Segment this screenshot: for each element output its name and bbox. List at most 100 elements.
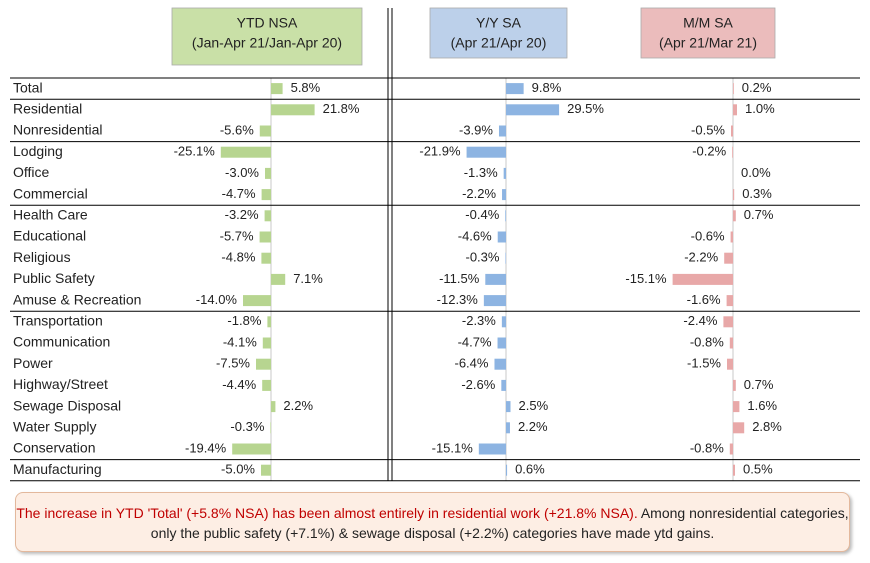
value-label: -2.2% [684, 250, 718, 265]
data-bar [494, 358, 506, 370]
value-label: 0.5% [743, 462, 773, 477]
data-bar [478, 443, 506, 455]
value-label: 5.8% [291, 80, 321, 95]
value-label: -3.9% [459, 122, 493, 137]
value-label: -3.2% [225, 207, 259, 222]
data-bar [730, 231, 733, 243]
value-label: -5.7% [220, 228, 254, 243]
value-label: -7.5% [216, 356, 250, 371]
value-label: -0.3% [465, 250, 499, 265]
row-label: Commercial [13, 185, 88, 201]
value-label: -12.3% [437, 292, 479, 307]
value-label: -4.8% [221, 250, 255, 265]
header-title: M/M SA [683, 15, 733, 31]
header-box [171, 7, 363, 66]
data-bar [731, 125, 733, 137]
value-label: -6.4% [455, 356, 489, 371]
data-bar [733, 189, 735, 201]
value-label: -0.2% [692, 144, 726, 159]
row-label: Total [13, 79, 43, 95]
data-bar [733, 379, 736, 391]
value-label: -3.0% [225, 165, 259, 180]
value-label: 21.8% [323, 101, 360, 116]
row-label: Transportation [13, 313, 103, 329]
data-bar [505, 210, 506, 222]
data-bar [261, 464, 271, 476]
value-label: -0.4% [465, 207, 499, 222]
data-bar [264, 210, 271, 222]
row-label: Power [13, 355, 53, 371]
value-label: -2.2% [462, 186, 496, 201]
value-label: 1.6% [747, 398, 777, 413]
value-label: -0.6% [691, 228, 725, 243]
value-label: -4.1% [223, 334, 257, 349]
data-bar [723, 316, 733, 328]
data-bar [271, 83, 283, 95]
data-bar [267, 316, 271, 328]
value-label: -25.1% [174, 144, 216, 159]
data-bar [261, 189, 271, 201]
row-label: Nonresidential [13, 122, 103, 138]
value-label: -11.5% [439, 271, 480, 286]
value-label: -14.0% [196, 292, 238, 307]
value-label: 2.2% [518, 419, 548, 434]
data-bar [729, 443, 733, 455]
data-bar [506, 83, 524, 95]
header-period: (Apr 21/Apr 20) [451, 35, 547, 51]
value-label: -1.6% [687, 292, 721, 307]
row-label: Water Supply [13, 419, 97, 435]
row-label: Educational [13, 228, 86, 244]
value-label: -1.3% [464, 165, 498, 180]
data-bar [733, 83, 734, 95]
header-period: (Apr 21/Mar 21) [659, 35, 757, 51]
header-box [429, 7, 568, 59]
data-bar [506, 401, 511, 413]
data-bar [503, 167, 506, 179]
value-label: -1.5% [687, 356, 721, 371]
data-bar [270, 422, 271, 434]
row-label: Lodging [13, 143, 63, 159]
data-bar [497, 231, 506, 243]
row-label: Residential [13, 101, 82, 117]
header-period: (Jan-Apr 21/Jan-Apr 20) [192, 35, 342, 51]
data-bar [733, 210, 736, 222]
data-bar [732, 146, 733, 158]
value-label: 0.6% [515, 462, 545, 477]
value-label: -4.6% [458, 228, 492, 243]
row-label: Highway/Street [13, 376, 108, 392]
data-bar [243, 295, 271, 307]
row-label: Amuse & Recreation [13, 291, 141, 307]
data-bar [501, 379, 506, 391]
data-bar [672, 273, 733, 285]
header-title: YTD NSA [237, 15, 298, 31]
data-bar [259, 231, 271, 243]
data-bar [727, 358, 733, 370]
value-label: 2.2% [283, 398, 313, 413]
header-title: Y/Y SA [476, 15, 522, 31]
value-label: 2.8% [752, 419, 782, 434]
value-label: 9.8% [532, 80, 562, 95]
value-label: -15.1% [625, 271, 667, 286]
data-bar [483, 295, 506, 307]
value-label: -0.5% [691, 122, 725, 137]
value-label: -4.4% [222, 377, 256, 392]
value-label: 0.7% [744, 207, 774, 222]
value-label: 0.2% [742, 80, 772, 95]
data-bar [262, 379, 271, 391]
data-bar [498, 125, 506, 137]
row-label: Sewage Disposal [13, 397, 121, 413]
value-label: -0.8% [690, 440, 724, 455]
data-bar [501, 316, 506, 328]
value-label: -4.7% [222, 186, 256, 201]
value-label: -5.6% [220, 122, 254, 137]
value-label: -2.3% [462, 313, 496, 328]
value-label: -2.6% [461, 377, 495, 392]
data-bar [733, 401, 740, 413]
row-label: Religious [13, 249, 71, 265]
value-label: -2.4% [683, 313, 717, 328]
value-label: -0.3% [230, 419, 264, 434]
data-bar [220, 146, 271, 158]
data-bar [256, 358, 271, 370]
data-bar [733, 422, 745, 434]
